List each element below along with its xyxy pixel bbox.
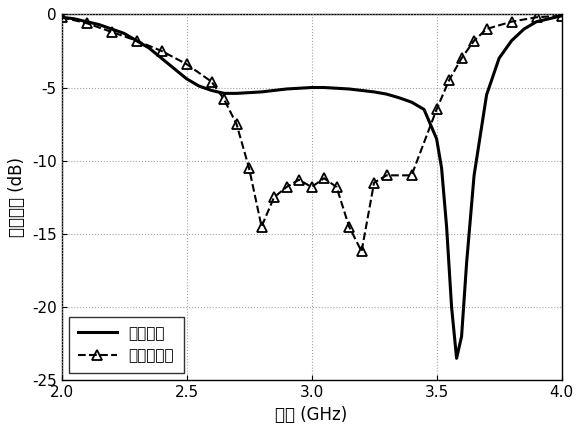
传统天线 [171,66,178,71]
Y-axis label: 反射系数 (dB): 反射系数 (dB) [8,157,26,237]
传统天线 [233,91,240,96]
本发明天线 [233,121,240,127]
传统天线 [458,334,465,339]
本发明天线 [158,48,165,54]
传统天线 [321,85,328,90]
传统天线 [308,85,315,90]
传统天线 [533,19,540,24]
本发明天线 [108,29,115,35]
传统天线 [158,56,165,61]
本发明天线 [408,173,415,178]
传统天线 [296,86,303,91]
本发明天线 [333,184,340,190]
本发明天线 [446,78,453,83]
传统天线 [453,356,460,361]
传统天线 [108,26,115,32]
本发明天线 [383,173,390,178]
传统天线 [443,224,450,229]
传统天线 [396,95,403,100]
传统天线 [496,56,503,61]
传统天线 [120,31,127,36]
本发明天线 [358,249,365,254]
传统天线 [183,76,190,81]
本发明天线 [321,176,328,181]
本发明天线 [208,79,215,84]
传统天线 [58,15,65,20]
Line: 本发明天线: 本发明天线 [56,11,566,256]
传统天线 [558,13,565,19]
传统天线 [146,45,152,51]
传统天线 [545,16,552,21]
本发明天线 [471,38,478,43]
本发明天线 [433,107,440,112]
传统天线 [133,38,140,43]
传统天线 [346,86,353,92]
本发明天线 [508,19,515,24]
传统天线 [221,91,228,96]
本发明天线 [246,165,253,171]
传统天线 [433,136,440,141]
传统天线 [463,260,470,266]
传统天线 [508,38,515,43]
传统天线 [258,89,265,95]
传统天线 [383,92,390,97]
本发明天线 [308,184,315,190]
本发明天线 [83,21,90,26]
本发明天线 [283,184,290,190]
传统天线 [438,165,445,171]
传统天线 [246,90,253,95]
本发明天线 [483,26,490,32]
传统天线 [448,305,455,310]
传统天线 [471,173,478,178]
本发明天线 [258,224,265,229]
传统天线 [83,19,90,24]
传统天线 [271,88,278,93]
本发明天线 [183,61,190,67]
本发明天线 [221,97,228,102]
本发明天线 [371,180,378,185]
传统天线 [408,99,415,105]
本发明天线 [133,38,140,43]
本发明天线 [58,15,65,20]
本发明天线 [296,177,303,182]
传统天线 [333,86,340,91]
传统天线 [371,89,378,95]
Legend: 传统天线, 本发明天线: 传统天线, 本发明天线 [69,317,183,373]
传统天线 [521,26,528,32]
传统天线 [70,16,77,21]
传统天线 [283,86,290,92]
传统天线 [421,107,428,112]
X-axis label: 频率 (GHz): 频率 (GHz) [275,406,347,424]
本发明天线 [346,224,353,229]
本发明天线 [271,195,278,200]
传统天线 [95,22,102,27]
本发明天线 [458,56,465,61]
传统天线 [358,88,365,93]
本发明天线 [533,15,540,20]
Line: 传统天线: 传统天线 [62,16,562,358]
传统天线 [483,92,490,98]
传统天线 [196,83,203,89]
本发明天线 [558,13,565,19]
传统天线 [208,88,215,93]
